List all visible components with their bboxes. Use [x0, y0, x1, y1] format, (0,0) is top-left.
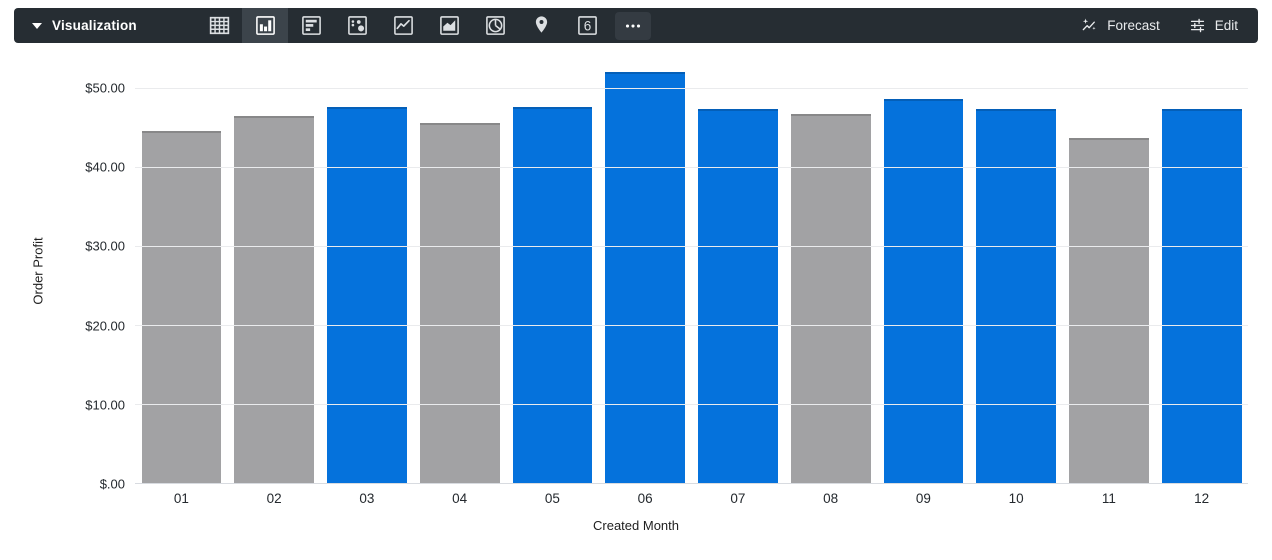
bar-11[interactable]	[1069, 137, 1149, 483]
bar-04[interactable]	[419, 122, 500, 483]
x-tick-label: 07	[730, 491, 746, 506]
y-tick-label: $40.00	[85, 159, 125, 175]
visualization-toolbar: Visualization 6 Forecast	[14, 8, 1258, 43]
x-axis-ticks: 01 02 03 04 05 06 07 08 09 10 11 12	[135, 491, 1248, 509]
forecast-button-label: Forecast	[1107, 18, 1160, 33]
svg-text:6: 6	[583, 18, 591, 33]
bar-chart-icon[interactable]	[288, 8, 334, 43]
y-tick-label: $30.00	[85, 238, 125, 254]
column-chart-icon[interactable]	[242, 8, 288, 43]
gridline	[135, 88, 1248, 90]
forecast-icon	[1080, 16, 1099, 35]
caret-down-icon	[32, 23, 42, 29]
x-tick-label: 01	[173, 491, 189, 506]
pie-chart-icon[interactable]	[472, 8, 518, 43]
bar-slot	[1063, 58, 1156, 483]
x-axis-title: Created Month	[593, 518, 679, 533]
x-tick-label: 04	[452, 491, 468, 506]
x-tick-label: 11	[1101, 491, 1116, 506]
x-tick-label: 03	[359, 491, 375, 506]
bar-slot	[321, 58, 414, 483]
gridline	[135, 325, 1248, 326]
y-axis-title: Order Profit	[30, 237, 46, 305]
bar-01[interactable]	[141, 131, 222, 483]
bar-02[interactable]	[234, 115, 314, 483]
bar-06[interactable]	[605, 72, 685, 483]
visualization-section-toggle[interactable]: Visualization	[14, 18, 186, 33]
bar-slot	[135, 58, 228, 483]
bar-12[interactable]	[1161, 109, 1242, 483]
x-tick-label: 09	[915, 491, 931, 506]
y-axis-ticks: $50.00 $40.00 $30.00 $20.00 $10.00 $.00	[0, 58, 125, 492]
y-tick-label: $.00	[99, 476, 125, 492]
more-options-icon[interactable]	[610, 8, 656, 43]
x-tick-label: 08	[823, 491, 839, 506]
y-tick-label: $50.00	[85, 80, 125, 96]
bar-10[interactable]	[976, 109, 1056, 483]
edit-icon	[1188, 16, 1207, 35]
bar-08[interactable]	[790, 114, 871, 483]
gridline	[135, 404, 1248, 405]
bar-07[interactable]	[698, 109, 778, 483]
bar-slot	[784, 58, 877, 483]
x-tick-label: 02	[266, 491, 282, 506]
bar-03[interactable]	[327, 106, 407, 483]
bars-container	[135, 58, 1248, 483]
bar-slot	[692, 58, 785, 483]
toolbar-actions: Forecast Edit	[1080, 16, 1258, 35]
toolbar-title: Visualization	[52, 18, 137, 33]
plot-area	[135, 58, 1248, 484]
bar-slot	[877, 58, 970, 483]
line-chart-icon[interactable]	[380, 8, 426, 43]
x-tick-label: 12	[1194, 491, 1210, 506]
map-pin-icon[interactable]	[518, 8, 564, 43]
x-tick-label: 05	[544, 491, 560, 506]
bar-slot	[506, 58, 599, 483]
area-chart-icon[interactable]	[426, 8, 472, 43]
bar-slot	[970, 58, 1063, 483]
x-tick-label: 06	[637, 491, 653, 506]
forecast-button[interactable]: Forecast	[1080, 16, 1160, 35]
bar-slot	[1155, 58, 1248, 483]
bar-chart: $50.00 $40.00 $30.00 $20.00 $10.00 $.00 Order…	[0, 55, 1272, 560]
x-tick-label: 10	[1008, 491, 1024, 506]
edit-button-label: Edit	[1214, 18, 1238, 33]
bar-slot	[228, 58, 321, 483]
edit-button[interactable]: Edit	[1188, 16, 1238, 35]
bar-slot	[599, 58, 692, 483]
scatter-icon[interactable]	[334, 8, 380, 43]
gridline	[135, 167, 1248, 168]
table-icon[interactable]	[196, 8, 242, 43]
bar-05[interactable]	[512, 106, 593, 483]
chart-type-picker: 6	[196, 8, 656, 43]
bar-slot	[413, 58, 506, 483]
y-tick-label: $10.00	[85, 397, 125, 413]
bar-09[interactable]	[883, 99, 964, 483]
gridline	[135, 246, 1248, 247]
single-value-icon[interactable]: 6	[564, 8, 610, 43]
y-tick-label: $20.00	[85, 318, 125, 334]
